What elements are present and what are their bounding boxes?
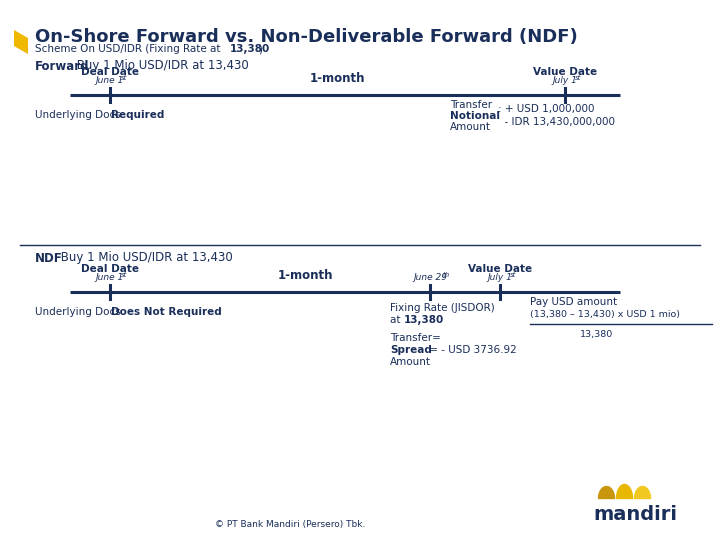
Text: Scheme On USD/IDR (Fixing Rate at: Scheme On USD/IDR (Fixing Rate at bbox=[35, 44, 224, 54]
Text: th: th bbox=[443, 272, 450, 278]
Text: NDF: NDF bbox=[35, 252, 63, 265]
Text: Forward: Forward bbox=[35, 59, 89, 72]
Text: June 1: June 1 bbox=[96, 76, 124, 85]
Text: Underlying Docs: Underlying Docs bbox=[35, 307, 124, 317]
Text: = - USD 3736.92: = - USD 3736.92 bbox=[426, 345, 517, 355]
Text: July 1: July 1 bbox=[487, 273, 513, 282]
Text: © PT Bank Mandiri (Persero) Tbk.: © PT Bank Mandiri (Persero) Tbk. bbox=[215, 519, 365, 529]
Text: Notional: Notional bbox=[450, 111, 500, 121]
Text: Amount: Amount bbox=[450, 122, 491, 132]
Text: June 1: June 1 bbox=[96, 273, 124, 282]
Text: 13,380: 13,380 bbox=[404, 315, 444, 325]
Text: mandiri: mandiri bbox=[593, 505, 677, 524]
Text: st: st bbox=[121, 75, 127, 81]
Text: 1-month: 1-month bbox=[310, 72, 365, 85]
Polygon shape bbox=[14, 30, 28, 54]
Text: at: at bbox=[390, 315, 404, 325]
Text: July 1: July 1 bbox=[552, 76, 577, 85]
Text: Buy 1 Mio USD/IDR at 13,430: Buy 1 Mio USD/IDR at 13,430 bbox=[57, 252, 233, 265]
Text: Underlying Docs: Underlying Docs bbox=[35, 110, 124, 120]
Text: Buy 1 Mio USD/IDR at 13,430: Buy 1 Mio USD/IDR at 13,430 bbox=[73, 59, 248, 72]
Text: ): ) bbox=[258, 44, 262, 54]
Text: 1-month: 1-month bbox=[277, 269, 333, 282]
Text: Deal Date: Deal Date bbox=[81, 67, 139, 77]
Text: - IDR 13,430,000,000: - IDR 13,430,000,000 bbox=[498, 117, 615, 127]
Text: Amount: Amount bbox=[390, 357, 431, 367]
Text: Transfer=: Transfer= bbox=[390, 333, 441, 343]
Text: (13,380 – 13,430) x USD 1 mio): (13,380 – 13,430) x USD 1 mio) bbox=[530, 309, 680, 319]
Text: June 29: June 29 bbox=[413, 273, 447, 282]
Text: 13,380: 13,380 bbox=[230, 44, 270, 54]
Text: Transfer: Transfer bbox=[450, 100, 492, 110]
Text: On-Shore Forward vs. Non-Deliverable Forward (NDF): On-Shore Forward vs. Non-Deliverable For… bbox=[35, 28, 577, 46]
Text: Does Not Required: Does Not Required bbox=[111, 307, 222, 317]
Text: Deal Date: Deal Date bbox=[81, 264, 139, 274]
Text: st: st bbox=[575, 75, 581, 81]
Text: 13,380: 13,380 bbox=[580, 329, 613, 339]
Text: Value Date: Value Date bbox=[533, 67, 597, 77]
Text: st: st bbox=[510, 272, 516, 278]
Text: st: st bbox=[121, 272, 127, 278]
Text: : + USD 1,000,000: : + USD 1,000,000 bbox=[498, 104, 595, 114]
Text: Value Date: Value Date bbox=[468, 264, 532, 274]
Text: Fixing Rate (JISDOR): Fixing Rate (JISDOR) bbox=[390, 303, 495, 313]
Text: Required: Required bbox=[111, 110, 164, 120]
Text: Spread: Spread bbox=[390, 345, 432, 355]
Text: Pay USD amount: Pay USD amount bbox=[530, 297, 617, 307]
